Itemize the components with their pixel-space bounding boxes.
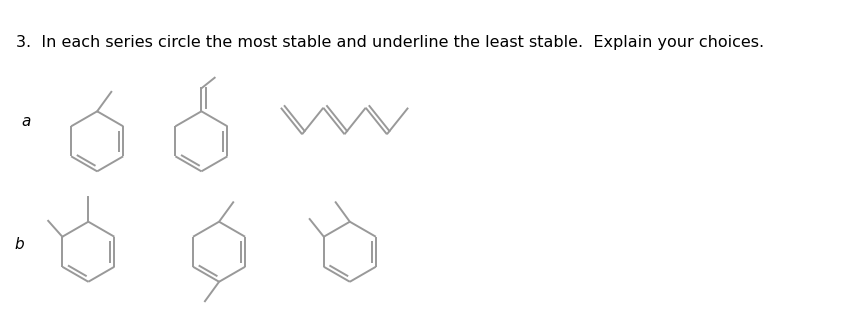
Text: 3.  In each series circle the most stable and underline the least stable.  Expla: 3. In each series circle the most stable… (16, 35, 764, 50)
Text: b: b (15, 237, 24, 252)
Text: a: a (21, 114, 31, 129)
